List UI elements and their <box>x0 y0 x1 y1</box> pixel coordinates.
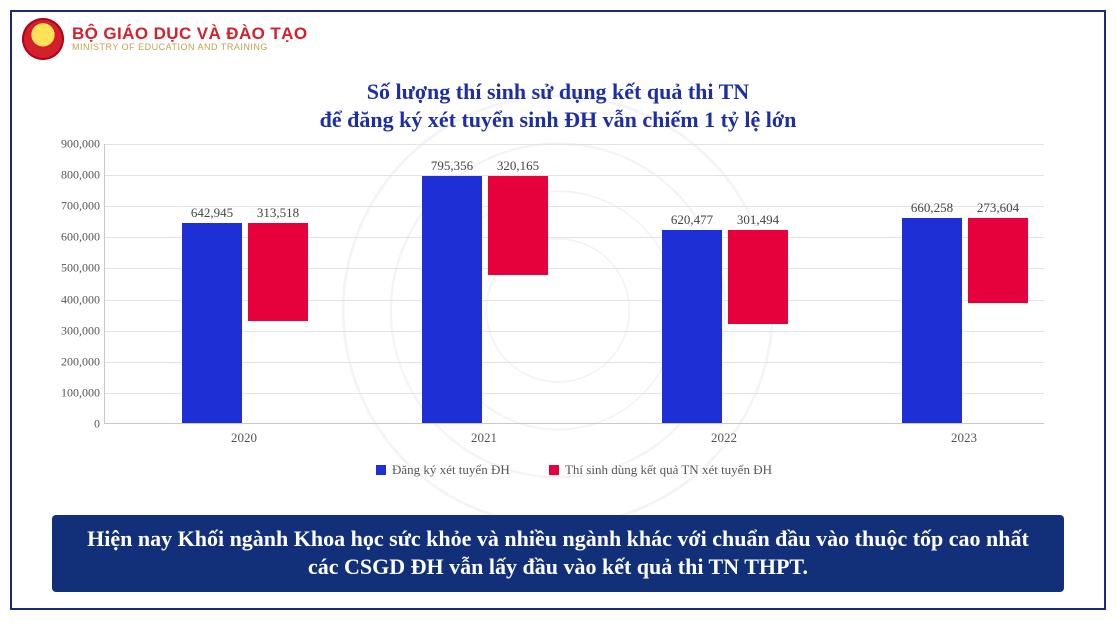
bar-series1: 620,477 <box>662 230 722 423</box>
y-tick-label: 400,000 <box>42 292 100 307</box>
bar-chart: 0100,000200,000300,000400,000500,000600,… <box>104 144 1044 464</box>
bar-group: 642,945313,518 <box>155 223 335 423</box>
bar-value-label: 313,518 <box>257 205 299 221</box>
bar-series1: 795,356 <box>422 176 482 423</box>
chart-title: Số lượng thí sinh sử dụng kết quả thi TN… <box>12 78 1104 133</box>
org-title: BỘ GIÁO DỤC VÀ ĐÀO TẠO <box>72 25 307 43</box>
chart-title-line1: Số lượng thí sinh sử dụng kết quả thi TN <box>12 78 1104 106</box>
y-tick-label: 0 <box>42 417 100 432</box>
y-tick-label: 800,000 <box>42 168 100 183</box>
bar-series2: 273,604 <box>968 218 1028 303</box>
x-tick-label: 2022 <box>634 430 814 446</box>
legend: Đăng ký xét tuyển ĐH Thí sinh dùng kết q… <box>104 462 1044 479</box>
org-subtitle: MINISTRY OF EDUCATION AND TRAINING <box>72 43 307 52</box>
bar-value-label: 301,494 <box>737 212 779 228</box>
y-tick-label: 600,000 <box>42 230 100 245</box>
bar-group: 795,356320,165 <box>395 176 575 423</box>
bar-series1: 642,945 <box>182 223 242 423</box>
y-tick-label: 700,000 <box>42 199 100 214</box>
org-header: BỘ GIÁO DỤC VÀ ĐÀO TẠO MINISTRY OF EDUCA… <box>22 18 307 60</box>
bar-value-label: 660,258 <box>911 200 953 216</box>
bar-value-label: 795,356 <box>431 158 473 174</box>
legend-item-series2: Thí sinh dùng kết quả TN xét tuyển ĐH <box>549 462 772 478</box>
x-tick-label: 2020 <box>154 430 334 446</box>
slide-frame: BỘ GIÁO DỤC VÀ ĐÀO TẠO MINISTRY OF EDUCA… <box>10 10 1106 610</box>
y-tick-label: 100,000 <box>42 385 100 400</box>
x-tick-label: 2021 <box>394 430 574 446</box>
y-tick-label: 500,000 <box>42 261 100 276</box>
y-axis: 0100,000200,000300,000400,000500,000600,… <box>42 144 100 424</box>
legend-swatch-1 <box>376 465 386 475</box>
bar-value-label: 273,604 <box>977 200 1019 216</box>
caption-text: Hiện nay Khối ngành Khoa học sức khỏe và… <box>87 526 1029 580</box>
caption-box: Hiện nay Khối ngành Khoa học sức khỏe và… <box>52 515 1064 592</box>
y-tick-label: 200,000 <box>42 354 100 369</box>
bar-value-label: 320,165 <box>497 158 539 174</box>
legend-swatch-2 <box>549 465 559 475</box>
gridline <box>105 144 1044 145</box>
y-tick-label: 900,000 <box>42 137 100 152</box>
legend-label-1: Đăng ký xét tuyển ĐH <box>392 462 510 478</box>
bar-series2: 320,165 <box>488 176 548 276</box>
bar-series2: 301,494 <box>728 230 788 324</box>
plot-area: 642,945313,518795,356320,165620,477301,4… <box>104 144 1044 424</box>
legend-label-2: Thí sinh dùng kết quả TN xét tuyển ĐH <box>565 462 772 478</box>
bar-value-label: 642,945 <box>191 205 233 221</box>
national-emblem-icon <box>22 18 64 60</box>
bar-group: 620,477301,494 <box>635 230 815 423</box>
legend-item-series1: Đăng ký xét tuyển ĐH <box>376 462 510 478</box>
chart-title-line2: để đăng ký xét tuyển sinh ĐH vẫn chiếm 1… <box>12 106 1104 134</box>
bar-series1: 660,258 <box>902 218 962 423</box>
bar-value-label: 620,477 <box>671 212 713 228</box>
x-tick-label: 2023 <box>874 430 1054 446</box>
y-tick-label: 300,000 <box>42 323 100 338</box>
org-name-block: BỘ GIÁO DỤC VÀ ĐÀO TẠO MINISTRY OF EDUCA… <box>72 25 307 52</box>
bar-group: 660,258273,604 <box>875 218 1055 423</box>
bar-series2: 313,518 <box>248 223 308 321</box>
